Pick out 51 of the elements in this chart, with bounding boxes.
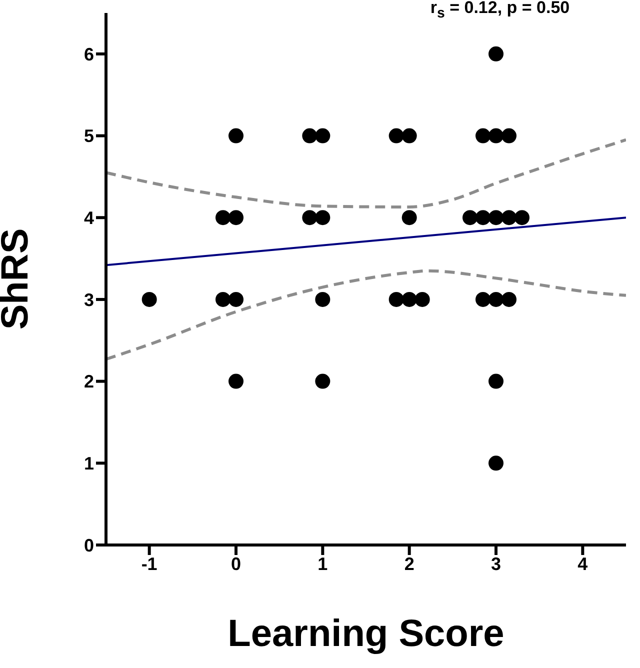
point <box>315 292 330 307</box>
line-series <box>106 138 626 208</box>
x-tick-label: 4 <box>578 554 588 574</box>
y-tick-label: 2 <box>84 372 94 392</box>
point <box>502 210 516 226</box>
point <box>476 292 490 307</box>
point <box>228 128 244 144</box>
y-tick-label: 6 <box>84 44 94 64</box>
point <box>315 374 330 389</box>
y-tick-label: 1 <box>84 454 94 474</box>
point <box>388 292 404 307</box>
x-tick-label: 3 <box>490 554 502 574</box>
y-tick-label: 0 <box>84 535 94 556</box>
x-tick-label: 0 <box>230 554 242 574</box>
annotation: r$_{s}$ = 0.12, p = 0.50 <box>429 0 571 22</box>
point <box>414 292 430 307</box>
point <box>228 292 244 307</box>
point <box>402 128 417 144</box>
point <box>228 374 244 389</box>
point <box>142 292 157 307</box>
x-tick-label: 1 <box>318 554 328 574</box>
point <box>402 210 417 226</box>
point <box>216 210 230 226</box>
point <box>502 292 516 307</box>
x-tick-label: -1 <box>141 554 158 574</box>
point <box>488 128 504 144</box>
point <box>488 210 504 226</box>
point <box>488 46 504 62</box>
y-tick-label: 4 <box>84 208 94 228</box>
point <box>402 292 417 307</box>
x-tick-label: 2 <box>404 554 414 574</box>
point <box>488 456 504 471</box>
line-series <box>106 269 626 361</box>
point <box>476 128 490 144</box>
x-axis-title: Learning Score <box>228 613 504 655</box>
point <box>488 374 504 389</box>
point <box>302 210 318 226</box>
point <box>216 292 230 307</box>
y-tick-label: 3 <box>84 290 94 310</box>
y-tick-label: 5 <box>84 126 94 146</box>
point <box>315 128 330 144</box>
point <box>502 128 516 144</box>
point <box>514 210 530 226</box>
point <box>228 210 244 226</box>
point <box>315 210 330 226</box>
point <box>388 128 404 144</box>
point <box>462 210 478 226</box>
point <box>488 292 504 307</box>
y-axis-title: ShRS <box>0 228 36 330</box>
point <box>476 210 490 226</box>
point <box>302 128 318 144</box>
